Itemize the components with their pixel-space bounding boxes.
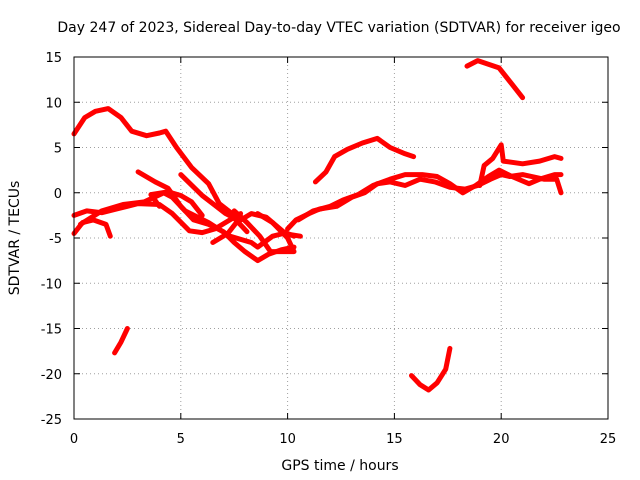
y-tick-label: 5 (54, 142, 62, 157)
y-tick-labels: -25 -20 -15 -10 -5 0 5 10 15 (41, 51, 62, 428)
series-track-16 (409, 345, 453, 393)
series-track-9 (231, 208, 297, 255)
y-tick-label: 15 (45, 51, 62, 66)
chart-title: Day 247 of 2023, Sidereal Day-to-day VTE… (57, 20, 620, 36)
x-tick-label: 25 (600, 432, 617, 447)
y-tick-label: 0 (54, 187, 62, 202)
series-track-6 (148, 189, 205, 218)
x-tick-label: 10 (279, 432, 296, 447)
x-axis-label: GPS time / hours (281, 458, 398, 474)
y-tick-label: -5 (49, 232, 62, 247)
x-tick-label: 0 (70, 432, 78, 447)
y-tick-label: -20 (41, 368, 62, 383)
x-tick-label: 5 (177, 432, 185, 447)
series-track-13 (477, 142, 564, 188)
data-series (71, 58, 564, 393)
series-track-14 (464, 58, 526, 101)
series-track-12 (312, 135, 417, 185)
x-tick-label: 15 (386, 432, 403, 447)
series-track-4 (77, 190, 303, 250)
y-tick-label: -25 (41, 413, 62, 428)
series-track-15 (112, 326, 130, 356)
y-tick-label: -10 (41, 277, 62, 292)
plot-frame (73, 56, 609, 420)
series-track-10 (285, 172, 564, 232)
series-track-11 (295, 167, 564, 223)
y-axis-label: SDTVAR / TECUs (7, 181, 23, 296)
grid-lines (74, 57, 608, 419)
x-tick-labels: 0 5 10 15 20 25 (70, 432, 616, 447)
series-track-5 (135, 169, 297, 264)
y-tick-label: -15 (41, 323, 62, 338)
x-tick-label: 20 (493, 432, 510, 447)
y-tick-label: 10 (45, 96, 62, 111)
series-track-1 (71, 106, 246, 221)
